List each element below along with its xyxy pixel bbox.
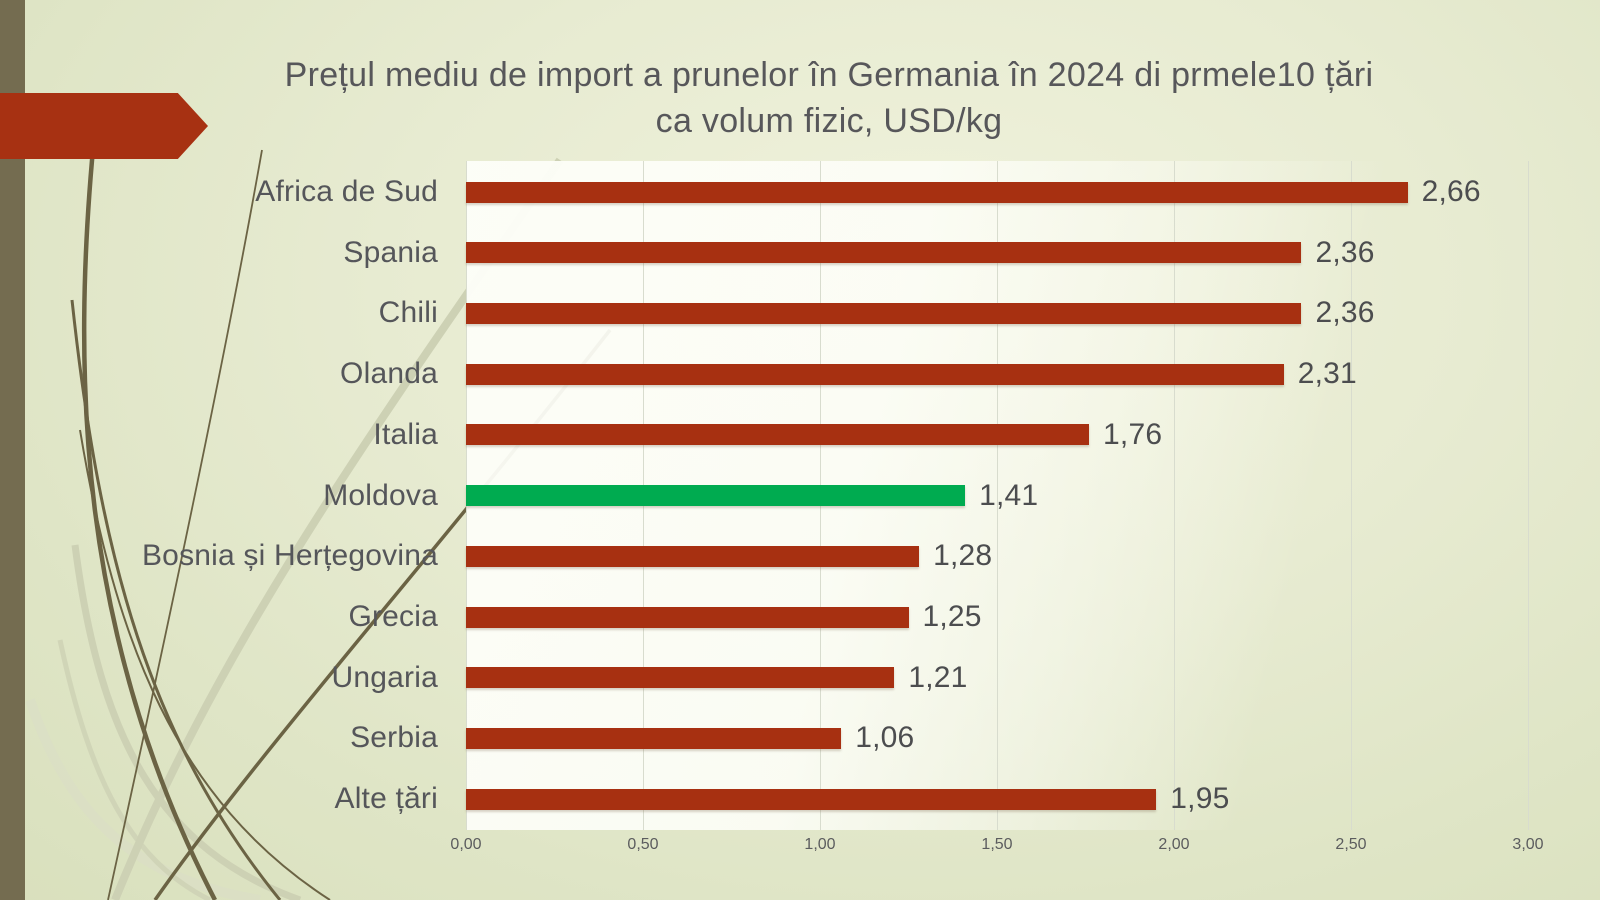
category-label: Olanda bbox=[340, 357, 438, 391]
x-axis-tick-label: 3,00 bbox=[1512, 836, 1544, 853]
value-label: 2,36 bbox=[1315, 235, 1375, 269]
value-label: 2,66 bbox=[1421, 175, 1481, 208]
category-label: Alte țări bbox=[334, 782, 438, 816]
value-label: 1,95 bbox=[1170, 782, 1230, 816]
bar bbox=[466, 181, 1408, 203]
bar bbox=[466, 545, 920, 567]
x-axis-tick-label: 0,50 bbox=[627, 836, 659, 853]
x-axis-tick-label: 0,00 bbox=[450, 836, 482, 853]
category-label: Italia bbox=[373, 417, 438, 451]
x-axis-tick-label: 1,00 bbox=[804, 836, 836, 853]
value-label: 1,76 bbox=[1103, 417, 1163, 451]
category-label: Grecia bbox=[348, 600, 438, 634]
chart-title: Prețul mediu de import a prunelor în Ger… bbox=[58, 52, 1600, 144]
x-axis-tick-label: 2,50 bbox=[1335, 836, 1367, 853]
value-label: 1,06 bbox=[855, 721, 915, 755]
bar bbox=[466, 667, 895, 689]
gridline bbox=[1173, 161, 1175, 830]
value-label: 1,28 bbox=[933, 539, 993, 573]
bar bbox=[466, 606, 909, 628]
bar bbox=[466, 302, 1302, 324]
bar bbox=[466, 363, 1284, 385]
value-label: 1,25 bbox=[922, 600, 982, 634]
chart-title-line2: ca volum fizic, USD/kg bbox=[655, 102, 1003, 140]
bar bbox=[466, 424, 1090, 446]
gridline bbox=[1350, 161, 1352, 830]
arrow-shape bbox=[0, 93, 208, 159]
chart-title-line1: Prețul mediu de import a prunelor în Ger… bbox=[284, 56, 1374, 94]
value-label: 2,36 bbox=[1315, 296, 1375, 330]
category-label: Africa de Sud bbox=[255, 175, 438, 208]
category-label: Chili bbox=[378, 296, 438, 330]
category-label: Bosnia și Herțegovina bbox=[141, 539, 438, 573]
category-label: Ungaria bbox=[331, 660, 438, 694]
bar bbox=[466, 242, 1302, 264]
category-label: Serbia bbox=[350, 721, 438, 755]
bar bbox=[466, 788, 1157, 810]
category-label: Spania bbox=[343, 235, 438, 269]
bar-highlight-moldova bbox=[466, 485, 966, 507]
gridline bbox=[1527, 161, 1529, 830]
category-label: Moldova bbox=[323, 478, 438, 512]
bar bbox=[466, 727, 842, 749]
value-label: 1,21 bbox=[908, 660, 968, 694]
value-label: 2,31 bbox=[1297, 357, 1357, 391]
value-label: 1,41 bbox=[979, 478, 1039, 512]
x-axis-tick-label: 2,00 bbox=[1158, 836, 1190, 853]
gridline bbox=[996, 161, 998, 830]
x-axis-tick-label: 1,50 bbox=[981, 836, 1013, 853]
